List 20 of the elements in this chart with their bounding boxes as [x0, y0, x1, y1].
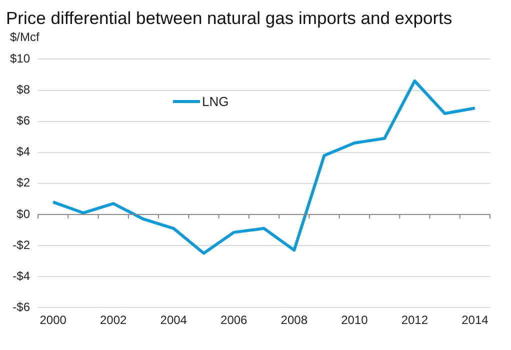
y-tick-label: -$4 [12, 268, 30, 283]
x-tick-label: 2014 [462, 313, 489, 328]
y-tick-label: $6 [16, 114, 30, 128]
x-tick-label: 2000 [40, 313, 67, 328]
x-tick-label: 2008 [280, 313, 308, 328]
y-tick-label: $2 [16, 176, 30, 190]
x-tick-label: 2010 [341, 313, 368, 328]
y-tick-label: $10 [10, 52, 30, 66]
chart-title: Price differential between natural gas imports and exports [6, 8, 454, 29]
x-tick-label: 2006 [220, 313, 248, 328]
y-tick-label: $0 [16, 206, 30, 221]
x-tick-label: 2002 [100, 313, 128, 328]
y-tick-label: -$2 [12, 238, 30, 252]
y-tick-label: -$6 [12, 300, 30, 314]
x-tick-label: 2004 [160, 313, 188, 328]
x-tick-label: 2012 [401, 313, 428, 328]
y-tick-label: $8 [16, 82, 30, 97]
y-tick-label: $4 [16, 144, 30, 159]
y-axis-title: $/Mcf [10, 30, 40, 44]
legend-label: LNG [202, 94, 229, 109]
